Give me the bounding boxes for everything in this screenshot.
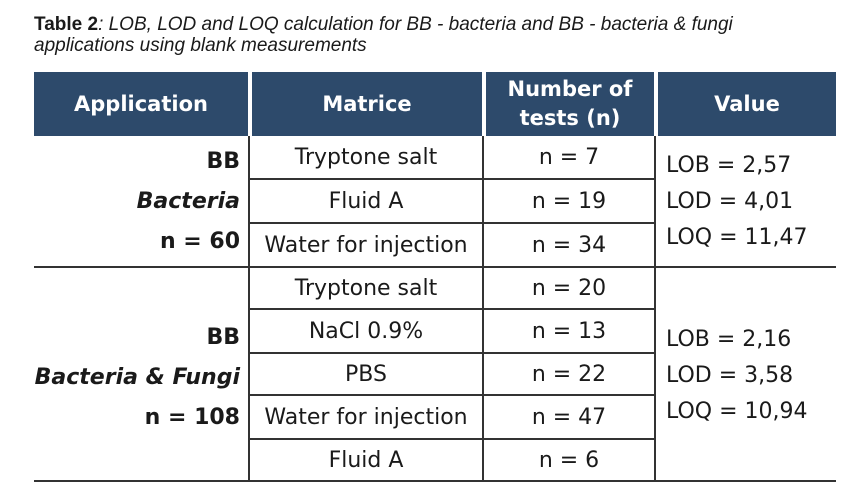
- tests-cell: n = 20: [531, 275, 607, 301]
- group-rule: [34, 266, 836, 268]
- row-rule: [250, 352, 654, 354]
- tests-cell: n = 7: [538, 144, 600, 170]
- header-application: Application: [34, 72, 248, 136]
- value-loq: LOQ = 11,47: [666, 225, 808, 250]
- column-rule: [654, 136, 656, 482]
- application-subtype: Bacteria & Fungi: [34, 365, 240, 390]
- application-total: n = 108: [144, 405, 240, 430]
- row-rule: [250, 438, 654, 440]
- tests-cell: n = 6: [538, 447, 600, 473]
- tests-cell: n = 19: [531, 188, 607, 214]
- tests-cell: n = 13: [531, 318, 607, 344]
- matrice-cell: NaCl 0.9%: [308, 318, 424, 344]
- header-matrice: Matrice: [252, 72, 482, 136]
- header-number-of-tests: Number of tests (n): [486, 72, 654, 136]
- caption-text: : LOB, LOD and LOQ calculation for BB - …: [34, 14, 733, 56]
- column-rule: [248, 136, 250, 482]
- table-bottom-rule: [34, 480, 836, 482]
- application-subtype: Bacteria: [136, 189, 240, 214]
- value-list-bacteria-fungi: LOB = 2,16 LOD = 3,58 LOQ = 10,94: [666, 322, 808, 430]
- application-name: BB: [206, 325, 240, 350]
- matrice-cell: Water for injection: [264, 232, 468, 258]
- row-rule: [250, 178, 654, 180]
- matrice-cell: Water for injection: [264, 404, 468, 430]
- value-lod: LOD = 3,58: [666, 363, 794, 388]
- application-total: n = 60: [159, 229, 240, 254]
- header-tests-line1: Number of: [507, 77, 633, 101]
- row-rule: [250, 222, 654, 224]
- tests-cell: n = 47: [531, 404, 607, 430]
- matrice-cell: PBS: [345, 361, 387, 387]
- tests-cell: n = 22: [531, 361, 607, 387]
- matrice-cell: Fluid A: [328, 447, 404, 473]
- value-list-bacteria: LOB = 2,57 LOD = 4,01 LOQ = 11,47: [666, 148, 808, 256]
- value-loq: LOQ = 10,94: [666, 399, 808, 424]
- table-caption: Table 2: LOB, LOD and LOQ calculation fo…: [34, 14, 834, 56]
- value-lob: LOB = 2,16: [666, 327, 792, 352]
- value-lod: LOD = 4,01: [666, 189, 794, 214]
- header-tests-line2: tests (n): [519, 106, 621, 130]
- header-value: Value: [658, 72, 836, 136]
- row-rule: [250, 308, 654, 310]
- tests-cell: n = 34: [531, 232, 607, 258]
- value-lob: LOB = 2,57: [666, 153, 792, 178]
- matrice-cell: Tryptone salt: [294, 144, 438, 170]
- application-bb-bacteria: BB Bacteria n = 60: [34, 142, 240, 262]
- application-bb-bacteria-fungi: BB Bacteria & Fungi n = 108: [34, 318, 240, 438]
- matrice-cell: Tryptone salt: [294, 275, 438, 301]
- application-name: BB: [206, 149, 240, 174]
- matrice-cell: Fluid A: [328, 188, 404, 214]
- caption-label: Table 2: [34, 14, 99, 35]
- row-rule: [250, 394, 654, 396]
